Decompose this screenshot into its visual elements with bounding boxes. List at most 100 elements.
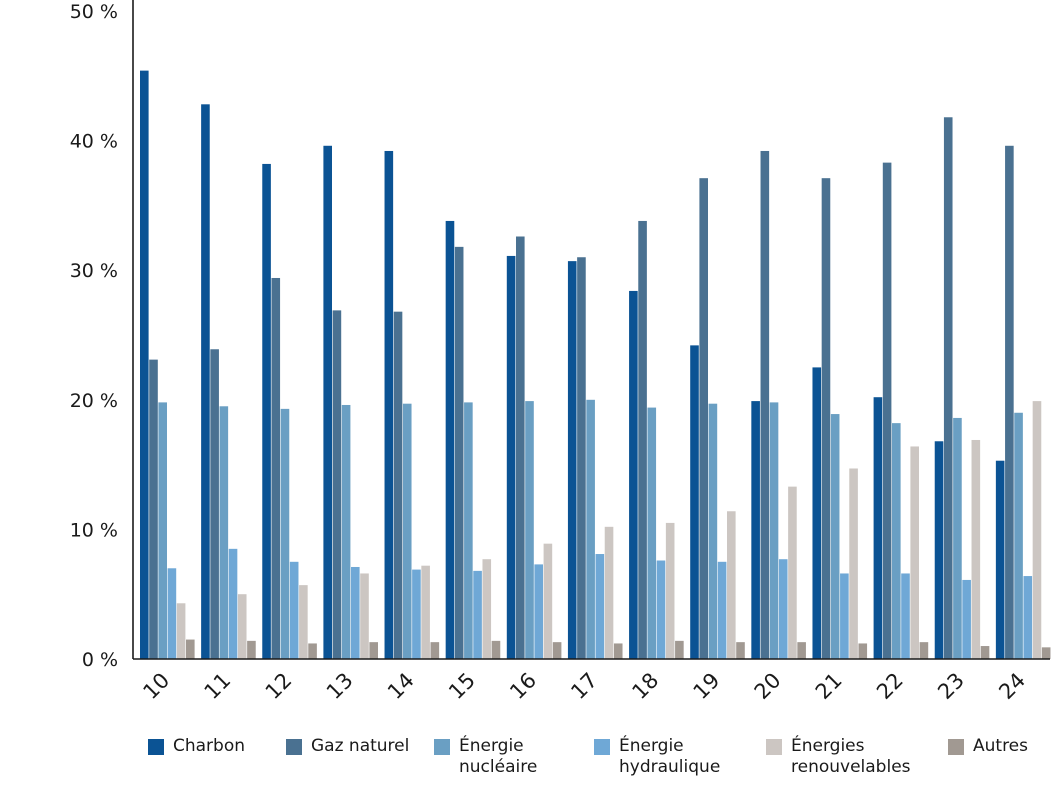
y-axis: 0 % 10 % 20 % 30 % 40 % 50 % — [70, 0, 134, 671]
bar — [219, 406, 229, 659]
bar — [943, 117, 953, 659]
legend-item: Énergie nucléaire — [434, 736, 537, 778]
legend-item: Autres — [948, 736, 1028, 757]
legend-label: Énergie nucléaire — [459, 736, 538, 777]
bar — [543, 543, 553, 659]
x-tick-label: 14 — [383, 668, 419, 704]
bar — [717, 561, 727, 659]
x-tick-label: 19 — [689, 668, 725, 704]
bar-group-16 — [506, 236, 562, 659]
bar — [567, 261, 577, 659]
bar — [482, 559, 492, 659]
bar — [552, 642, 562, 659]
bar — [402, 403, 412, 659]
legend-item: Gaz naturel — [286, 736, 409, 757]
legend-swatch — [286, 739, 302, 755]
legend-item: Énergie hydraulique — [594, 736, 720, 778]
bar-groups — [140, 70, 1051, 660]
bar — [237, 594, 247, 659]
bar — [228, 548, 238, 659]
x-tick-label: 18 — [627, 668, 663, 704]
x-tick-label: 20 — [750, 668, 786, 704]
legend-swatch — [148, 739, 164, 755]
bar-group-10 — [140, 70, 195, 660]
bar — [201, 104, 210, 659]
bar — [675, 640, 684, 659]
bar — [760, 150, 770, 659]
legend-label: Autres — [973, 736, 1029, 756]
bar — [210, 349, 219, 659]
bar — [299, 585, 308, 659]
x-tick-label: 16 — [505, 668, 541, 704]
x-tick-label: 15 — [444, 668, 480, 704]
bar — [289, 561, 299, 659]
x-tick-label: 24 — [994, 668, 1030, 704]
bar — [351, 566, 360, 659]
bar-group-20 — [751, 150, 806, 659]
bar — [525, 401, 534, 659]
bar — [1023, 576, 1033, 659]
legend-swatch — [948, 739, 964, 755]
bar — [656, 560, 666, 659]
bar — [332, 310, 342, 659]
bar — [821, 178, 831, 659]
x-tick-label: 21 — [811, 668, 847, 704]
bar-group-19 — [690, 178, 745, 659]
bar — [1032, 401, 1042, 659]
x-tick-label: 17 — [566, 668, 602, 704]
x-tick-label: 22 — [872, 668, 908, 704]
legend-item: Charbon — [148, 736, 245, 757]
y-tick-label: 10 % — [70, 519, 118, 541]
legend-label: Charbon — [173, 736, 246, 756]
bar — [727, 511, 736, 659]
x-tick-label: 13 — [322, 668, 358, 704]
bar — [849, 468, 858, 659]
x-axis: 10 11 12 13 14 15 16 17 18 19 20 21 22 23 24 — [133, 658, 1050, 704]
bar — [473, 570, 482, 659]
x-tick-label: 11 — [200, 668, 236, 704]
bar — [751, 401, 760, 659]
bar — [840, 573, 849, 659]
bar — [464, 402, 473, 659]
bar — [901, 573, 910, 659]
bar — [421, 565, 430, 659]
bar — [577, 257, 586, 659]
legend-swatch — [766, 739, 782, 755]
bar — [158, 402, 167, 659]
bar — [271, 277, 281, 659]
bar — [995, 460, 1005, 659]
bar — [1014, 412, 1023, 659]
bar — [980, 646, 990, 659]
x-tick-label: 12 — [261, 668, 297, 704]
y-tick-label: 50 % — [70, 1, 118, 23]
bar — [586, 399, 595, 659]
bar — [882, 162, 892, 659]
bar — [638, 220, 647, 659]
y-tick-label: 20 % — [70, 390, 118, 412]
bar — [962, 579, 971, 659]
bar — [393, 311, 403, 659]
bar-group-14 — [384, 150, 440, 659]
bar — [516, 236, 525, 659]
bar — [708, 403, 718, 659]
bar-group-15 — [445, 220, 501, 659]
bar — [604, 526, 614, 659]
bar — [613, 643, 623, 659]
bar — [454, 246, 464, 659]
legend-item: Énergies renouvelables — [766, 736, 911, 778]
bar — [699, 178, 708, 659]
bar — [971, 439, 981, 659]
bar — [140, 70, 149, 660]
bar — [430, 642, 440, 659]
chart-legend: Charbon Gaz naturel Énergie nucléaire Énerg… — [148, 736, 1048, 786]
bar — [341, 404, 351, 659]
legend-label: Énergies renouvelables — [791, 736, 911, 777]
bar — [892, 423, 901, 659]
bar — [149, 359, 158, 659]
y-tick-label: 30 % — [70, 260, 118, 282]
legend-label: Énergie hydraulique — [619, 736, 721, 777]
bar-group-21 — [812, 178, 868, 659]
bar — [360, 573, 369, 659]
bar — [953, 417, 962, 659]
bar — [323, 145, 332, 659]
